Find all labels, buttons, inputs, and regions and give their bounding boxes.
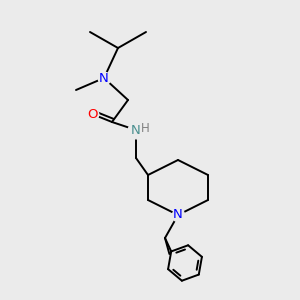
Text: N: N — [99, 71, 109, 85]
Text: N: N — [131, 124, 141, 136]
Text: H: H — [141, 122, 149, 134]
Text: O: O — [87, 107, 97, 121]
Text: N: N — [173, 208, 183, 221]
